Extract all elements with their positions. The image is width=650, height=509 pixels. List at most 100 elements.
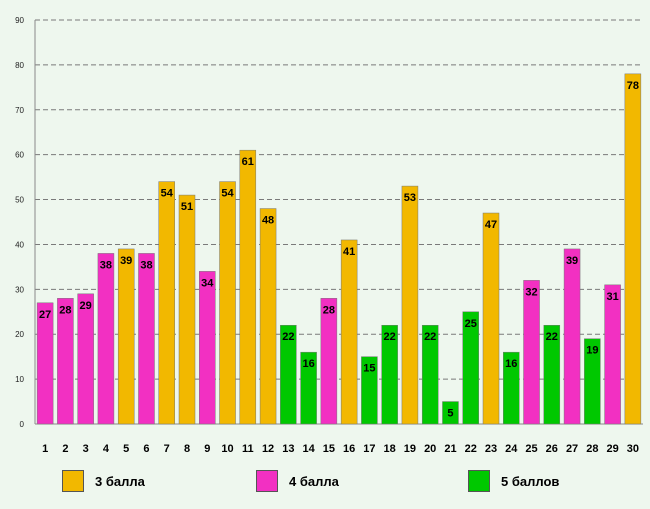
x-tick-label-27: 27 [566,443,578,455]
x-tick-label-13: 13 [282,443,294,455]
y-tick-label: 60 [15,151,24,160]
bar-16 [340,239,358,425]
x-tick-label-29: 29 [606,443,618,455]
legend-label-3-points: 3 балла [95,473,145,489]
legend: 3 балла 4 балла 5 баллов [0,470,650,500]
x-tick-label-8: 8 [184,443,190,455]
x-tick-label-20: 20 [424,443,436,455]
bar-7 [158,181,175,425]
data-label-21: 5 [447,408,453,420]
y-tick-label: 30 [15,285,24,294]
bar-23 [482,212,500,425]
data-label-16: 41 [343,246,355,258]
legend-swatch-4-points [256,470,278,492]
y-tick-label: 0 [20,420,25,429]
data-label-22: 25 [465,318,477,330]
data-label-2: 28 [59,304,71,316]
data-label-25: 32 [525,286,537,298]
bar-9 [199,271,216,425]
bar-chart-svg: 0102030405060708090271282293384395386547… [15,16,643,455]
y-tick-label: 50 [15,196,24,205]
data-label-19: 53 [404,192,416,204]
bar-27 [563,248,581,425]
data-label-20: 22 [424,331,436,343]
x-tick-label-4: 4 [103,443,110,455]
x-tick-label-14: 14 [302,443,315,455]
x-tick-label-6: 6 [143,443,149,455]
bar-13 [280,324,297,425]
data-label-27: 39 [566,255,578,267]
data-label-1: 27 [39,309,51,321]
data-label-14: 16 [302,358,314,370]
data-label-30: 78 [627,80,639,92]
bar-28 [584,338,601,425]
y-tick-label: 70 [15,106,24,115]
data-label-24: 16 [505,358,517,370]
x-tick-label-15: 15 [323,443,335,455]
x-tick-label-16: 16 [343,443,355,455]
data-label-12: 48 [262,215,274,227]
bar-2 [57,298,74,425]
bar-20 [421,324,439,425]
bar-19 [401,185,419,425]
x-tick-label-26: 26 [546,443,558,455]
legend-label-4-points: 4 балла [289,473,339,489]
bar-24 [503,351,520,425]
x-tick-label-17: 17 [363,443,375,455]
data-label-17: 15 [363,363,375,375]
bar-1 [36,302,54,425]
x-tick-label-21: 21 [444,443,456,455]
bar-21 [442,401,459,425]
data-label-3: 29 [80,300,92,312]
x-tick-label-28: 28 [586,443,598,455]
x-tick-label-24: 24 [505,443,518,455]
x-tick-label-7: 7 [164,443,170,455]
data-label-9: 34 [201,277,214,289]
legend-item-3-points: 3 балла [62,470,145,492]
x-tick-label-18: 18 [384,443,396,455]
bar-5 [117,248,135,425]
data-label-15: 28 [323,304,335,316]
bar-14 [300,351,317,425]
bar-29 [604,284,621,425]
data-label-10: 54 [221,188,234,200]
data-label-6: 38 [140,259,152,271]
data-label-11: 61 [242,156,254,168]
x-tick-label-11: 11 [242,443,254,455]
legend-item-4-points: 4 балла [256,470,339,492]
bar-15 [320,298,338,425]
legend-swatch-3-points [62,470,84,492]
bar-12 [259,208,277,425]
data-label-18: 22 [384,331,396,343]
y-tick-label: 20 [15,330,24,339]
y-tick-label: 10 [15,375,24,384]
x-tick-label-30: 30 [627,443,639,455]
bar-3 [77,293,94,425]
bar-11 [239,149,257,425]
x-tick-label-3: 3 [83,443,89,455]
x-tick-label-19: 19 [404,443,416,455]
x-tick-label-25: 25 [525,443,537,455]
bar-6 [138,253,155,425]
bar-26 [543,324,561,425]
bar-22 [462,311,479,425]
data-label-13: 22 [282,331,294,343]
x-tick-label-2: 2 [62,443,68,455]
data-label-5: 39 [120,255,132,267]
data-label-8: 51 [181,201,193,213]
legend-item-5-points: 5 баллов [468,470,559,492]
y-tick-label: 80 [15,61,24,70]
x-tick-label-10: 10 [221,443,233,455]
y-tick-label: 40 [15,240,24,249]
data-label-4: 38 [100,259,112,271]
data-label-26: 22 [546,331,558,343]
x-tick-label-5: 5 [123,443,129,455]
data-label-28: 19 [586,345,598,357]
x-tick-label-23: 23 [485,443,497,455]
legend-label-5-points: 5 баллов [501,473,560,489]
bar-30 [624,73,642,425]
x-tick-label-1: 1 [42,443,48,455]
x-tick-label-22: 22 [465,443,477,455]
bar-18 [381,324,398,425]
